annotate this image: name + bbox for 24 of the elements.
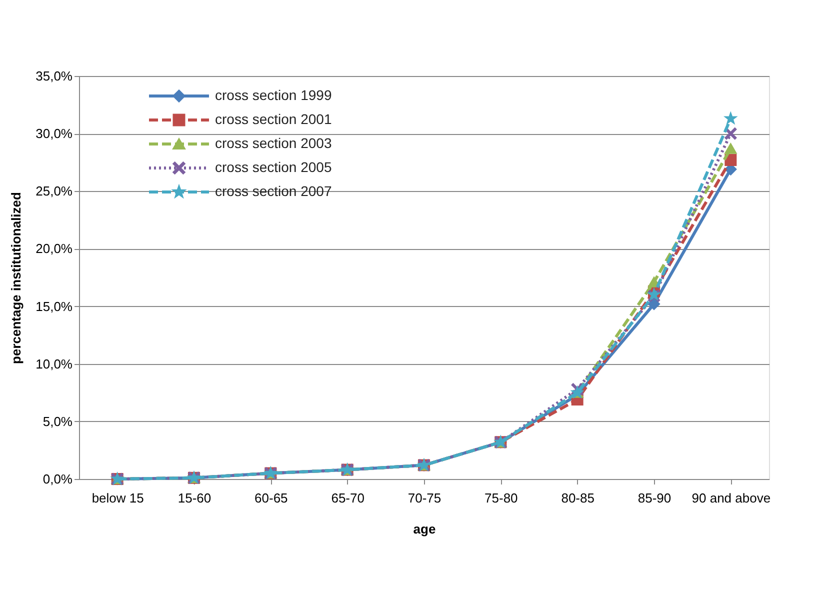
y-tick-label: 20,0% — [36, 241, 73, 256]
y-tick-label: 10,0% — [36, 356, 73, 372]
y-tick-label: 25,0% — [36, 184, 73, 199]
x-tick-label: below 15 — [92, 490, 144, 506]
legend-label: cross section 1999 — [215, 87, 332, 103]
x-tick-label: 70-75 — [408, 490, 442, 506]
x-tick-label: 65-70 — [331, 490, 364, 506]
x-tick-label: 60-65 — [254, 490, 288, 506]
y-tick-label: 30,0% — [36, 126, 73, 142]
y-axis-title: percentage institutionalized — [8, 192, 24, 364]
x-tick-label: 75-80 — [484, 490, 518, 506]
x-axis-title: age — [413, 522, 436, 536]
legend-label: cross section 2005 — [215, 159, 332, 175]
y-tick-label: 35,0% — [36, 68, 73, 84]
x-tick-label: 85-90 — [638, 490, 672, 506]
legend-label: cross section 2007 — [215, 183, 332, 199]
y-tick-label: 5,0% — [42, 414, 73, 429]
legend-label: cross section 2001 — [215, 111, 332, 127]
legend-label: cross section 2003 — [215, 135, 332, 151]
y-tick-label: 0,0% — [42, 472, 73, 486]
x-tick-label: 15-60 — [178, 490, 212, 506]
x-tick-label: 90 and above — [692, 490, 771, 506]
y-tick-label: 15,0% — [36, 298, 73, 314]
x-tick-label: 80-85 — [561, 490, 594, 506]
